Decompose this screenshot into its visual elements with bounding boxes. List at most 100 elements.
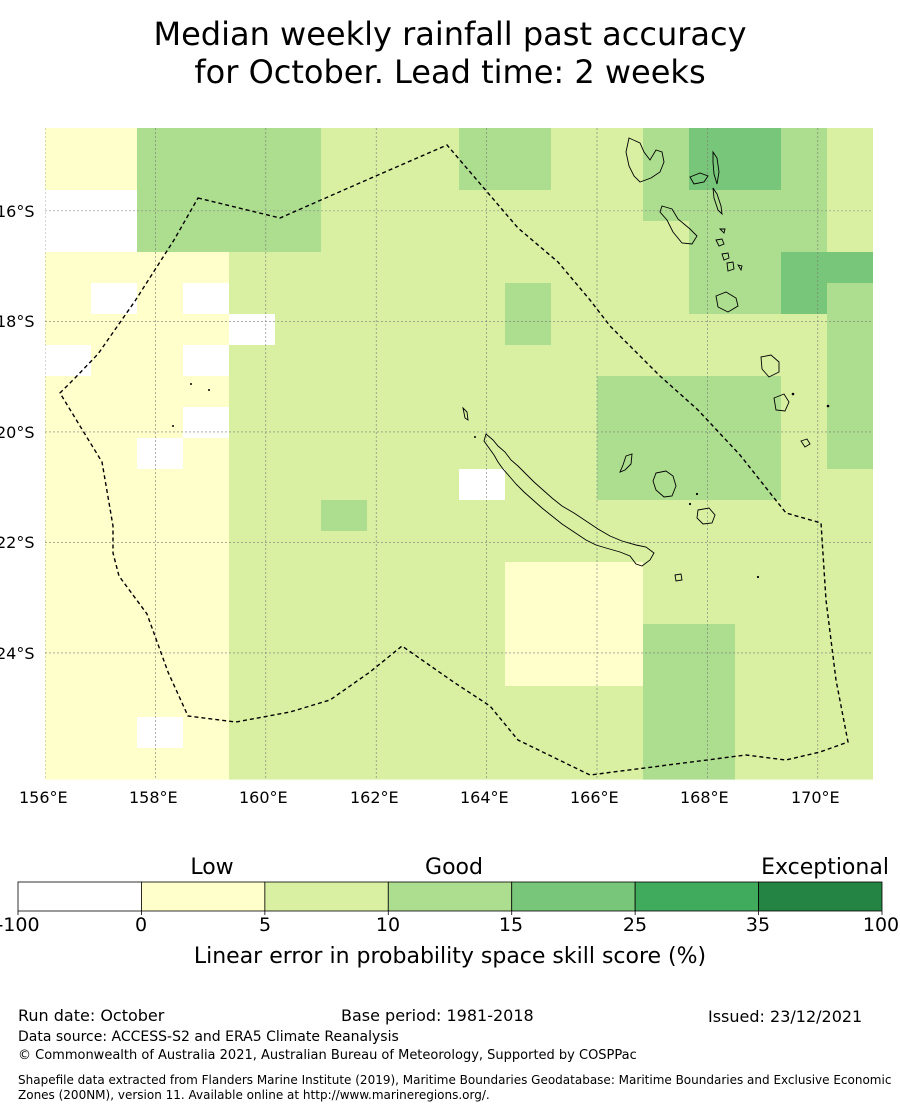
tiny-islet — [688, 502, 692, 506]
grid-cell — [275, 531, 322, 563]
grid-cell — [183, 345, 230, 377]
grid-cell — [137, 407, 184, 439]
grid-cell — [781, 252, 828, 284]
grid-cell — [597, 221, 644, 253]
grid-cell — [459, 314, 506, 346]
tiny-islet — [826, 404, 830, 408]
grid-cell — [229, 159, 276, 191]
skill-score-grid — [45, 128, 873, 780]
grid-cell — [321, 128, 368, 160]
grid-cell — [413, 314, 460, 346]
grid-cell — [459, 717, 506, 749]
tiny-islet — [695, 492, 699, 496]
grid-cell — [735, 128, 782, 160]
grid-cell — [183, 624, 230, 656]
efate-island — [715, 291, 739, 313]
grid-cell — [827, 438, 873, 470]
tiny-islet — [474, 436, 476, 438]
grid-cell — [321, 314, 368, 346]
grid-cell — [505, 159, 552, 191]
grid-cell — [597, 376, 644, 408]
grid-cell — [505, 190, 552, 222]
grid-cell — [735, 686, 782, 718]
colorbar-tick-label: 25 — [622, 914, 648, 936]
grid-cell — [643, 686, 690, 718]
grid-cell — [275, 624, 322, 656]
grid-cell — [781, 376, 828, 408]
grid-cell — [275, 407, 322, 439]
grid-cell — [91, 624, 138, 656]
grid-cell — [551, 748, 598, 780]
grid-cell — [827, 221, 873, 253]
grid-cell — [597, 345, 644, 377]
grid-cell — [137, 438, 184, 470]
grid-cell — [275, 593, 322, 625]
grid-cell — [459, 128, 506, 160]
grid-cell — [551, 686, 598, 718]
grid-cell — [781, 562, 828, 594]
grid-cell — [781, 345, 828, 377]
grid-cell — [183, 655, 230, 687]
y-tick-label: 22°S — [0, 533, 35, 552]
grid-cell — [229, 748, 276, 780]
grid-cell — [459, 500, 506, 532]
grid-cell — [367, 748, 414, 780]
x-tick-label: 156°E — [19, 788, 68, 807]
grid-cell — [91, 469, 138, 501]
grid-cell — [551, 345, 598, 377]
chart-title-line1: Median weekly rainfall past accuracy — [153, 15, 747, 53]
grid-cell — [413, 562, 460, 594]
ambae-island — [689, 172, 709, 185]
eez-boundary — [59, 144, 849, 776]
grid-cell — [505, 593, 552, 625]
grid-cell — [45, 438, 92, 470]
grid-cell — [91, 190, 138, 222]
grid-cell — [137, 500, 184, 532]
shapefile-credit: Shapefile data extracted from Flanders M… — [18, 1073, 892, 1102]
grid-cell — [781, 407, 828, 439]
grid-cell — [321, 438, 368, 470]
grid-cell — [827, 252, 873, 284]
grid-cell — [183, 221, 230, 253]
grid-cell — [689, 531, 736, 563]
grid-cell — [229, 314, 276, 346]
grid-cell — [459, 655, 506, 687]
grid-cell — [413, 376, 460, 408]
grid-cell — [551, 717, 598, 749]
grid-cell — [551, 624, 598, 656]
grid-cell — [689, 345, 736, 377]
grid-cell — [643, 624, 690, 656]
grid-cell — [689, 128, 736, 160]
grid-cell — [275, 128, 322, 160]
grid-cell — [91, 221, 138, 253]
grid-cell — [183, 593, 230, 625]
grid-cell — [183, 314, 230, 346]
grid-cell — [781, 221, 828, 253]
grid-cell — [689, 655, 736, 687]
grid-cell — [827, 469, 873, 501]
grid-cell — [413, 500, 460, 532]
grid-cell — [137, 283, 184, 315]
grid-cell — [597, 500, 644, 532]
x-tick-label: 162°E — [350, 788, 399, 807]
grid-cell — [367, 593, 414, 625]
grid-cell — [229, 438, 276, 470]
grid-cell — [551, 376, 598, 408]
grid-cell — [321, 686, 368, 718]
grid-cell — [643, 469, 690, 501]
grid-cell — [735, 500, 782, 532]
grid-cell — [781, 717, 828, 749]
grid-cell — [459, 562, 506, 594]
colorbar-tick-label: -100 — [0, 914, 40, 936]
colorbar-category-exceptional: Exceptional — [761, 855, 889, 880]
colorbar-tick-label: 100 — [862, 914, 900, 936]
grid-cell — [735, 593, 782, 625]
grid-cell — [827, 345, 873, 377]
grid-cell — [459, 283, 506, 315]
grid-cell — [459, 624, 506, 656]
grid-cell — [735, 252, 782, 284]
grid-cell — [183, 531, 230, 563]
grid-cell — [551, 128, 598, 160]
grid-cell — [45, 500, 92, 532]
colorbar-title: Linear error in probability space skill … — [193, 944, 707, 969]
